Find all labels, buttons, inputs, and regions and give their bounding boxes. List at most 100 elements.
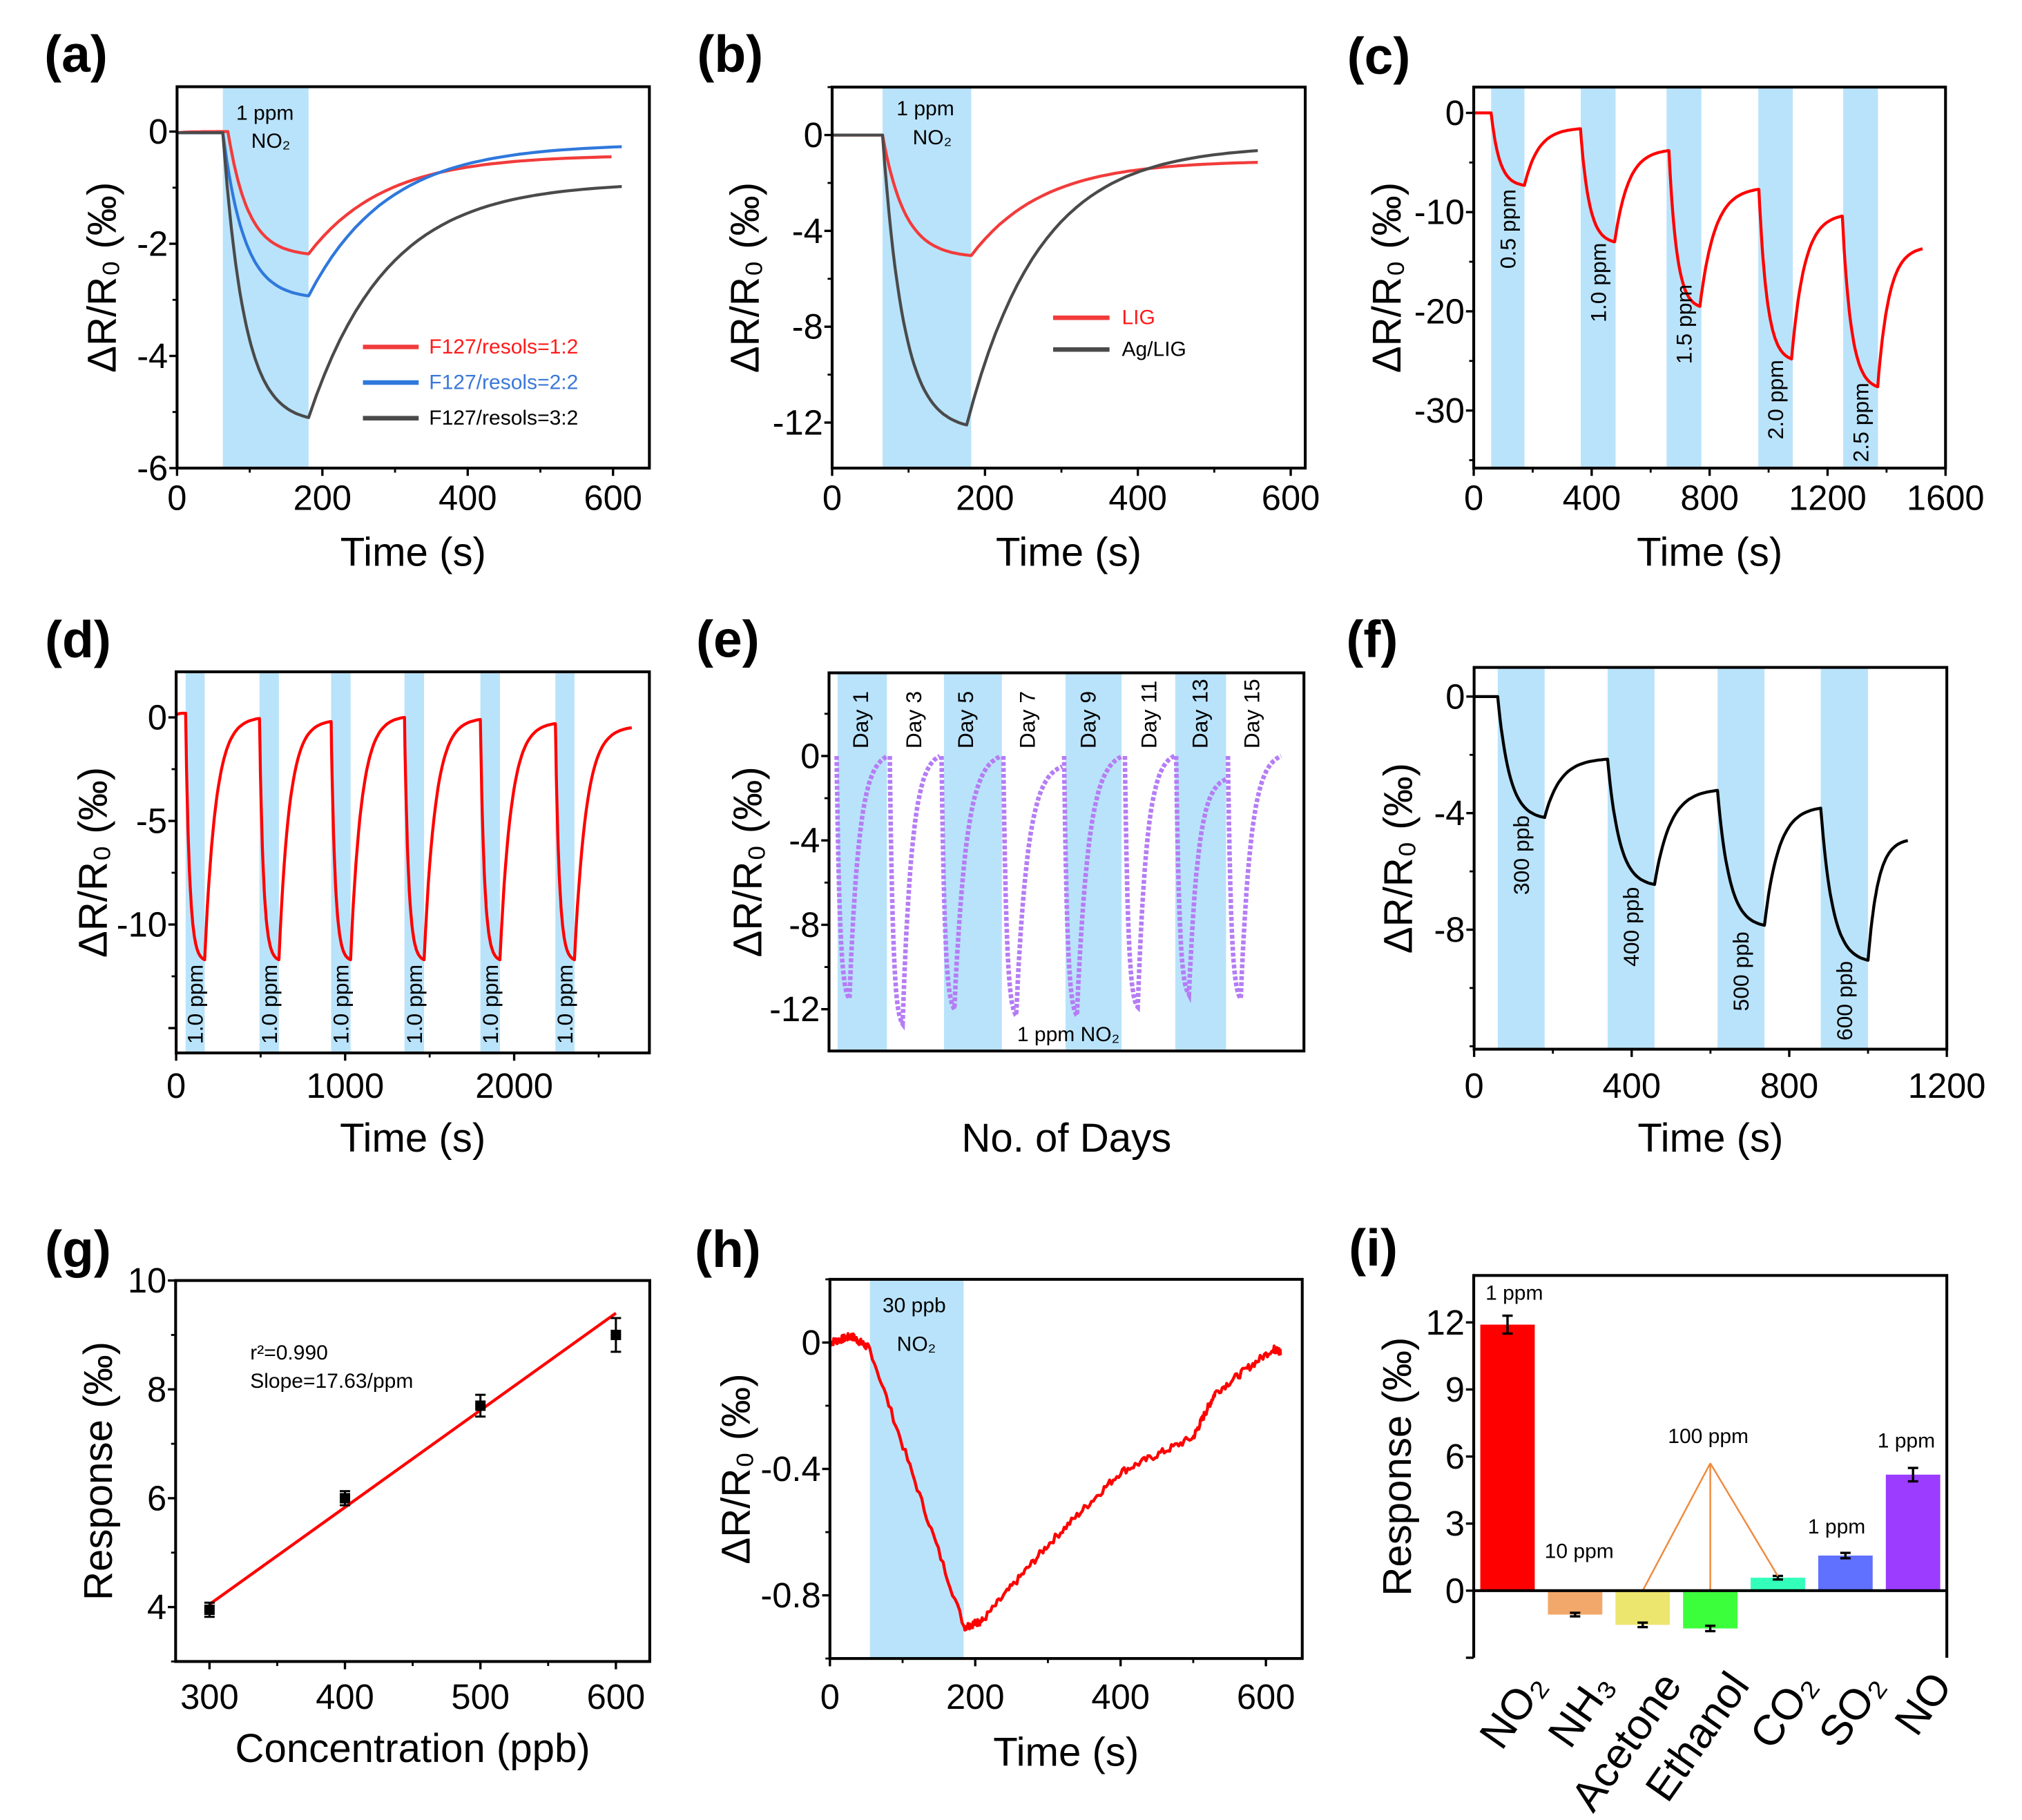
y-tick-label: 0 [800, 736, 820, 775]
y-tick-label: 0 [1445, 1571, 1465, 1610]
series-line [176, 711, 633, 962]
x-tick-label: 400 [439, 478, 497, 518]
exposure-band [1175, 672, 1226, 1052]
y-axis-label: ΔR/R₀ (‰) [71, 767, 116, 958]
y-tick-label: -10 [1414, 193, 1465, 232]
category-label: NO₂ [1470, 1664, 1556, 1757]
y-tick-label: 0 [1445, 93, 1465, 133]
plot-area [834, 672, 1282, 1052]
plot-area [1474, 667, 1909, 1049]
x-tick-label: 300 [180, 1677, 239, 1716]
band-label: 1.0 ppm [329, 965, 354, 1044]
x-tick-label: 400 [1091, 1677, 1150, 1716]
plot-area [1480, 1314, 1941, 1633]
band-label: 1.0 ppm [257, 965, 282, 1044]
plot-frame [175, 670, 651, 1055]
pointer-line [1641, 1462, 1711, 1591]
band-label: 300 ppb [1509, 815, 1534, 895]
day-response-curve [834, 754, 889, 1005]
y-tick-label: -0.4 [760, 1449, 820, 1489]
plot-frame [827, 671, 1306, 1053]
plot-frame [175, 85, 651, 470]
x-tick-label: 400 [1603, 1066, 1662, 1105]
day-label: Day 1 [848, 691, 873, 748]
x-tick-label: 600 [1237, 1677, 1296, 1716]
y-axis-label: ΔR/R₀ (‰) [1376, 763, 1421, 953]
y-axis-label: ΔR/R₀ (‰) [723, 182, 768, 373]
y-tick-label: 0 [801, 1323, 820, 1362]
day-label: Day 9 [1075, 691, 1100, 748]
bar-1 [1548, 1590, 1603, 1615]
x-tick-label: 600 [584, 478, 642, 518]
x-tick-label: 0 [167, 478, 186, 518]
x-tick-label: 500 [451, 1677, 510, 1716]
band-label: 1.0 ppm [1586, 243, 1610, 322]
y-tick-label: -8 [1434, 910, 1465, 949]
panel-d: 1.0 ppm 1.0 ppm 1.0 ppm 1.0 ppm 1.0 ppm 1.0 p… [45, 610, 651, 1161]
y-tick-label: -12 [769, 989, 820, 1029]
legend-label: LIG [1121, 307, 1155, 329]
y-tick-label: 0 [148, 698, 167, 737]
annotation: 100 ppm [1668, 1425, 1749, 1448]
y-tick-label: 8 [147, 1370, 166, 1409]
y-axis-label: ΔR/R₀ (‰) [1365, 182, 1409, 373]
y-tick-label: -4 [789, 821, 820, 860]
y-tick-label: -4 [792, 211, 823, 251]
band-label: 400 ppb [1619, 887, 1644, 967]
x-tick-label: 0 [822, 478, 842, 518]
annotation: Slope=17.63/ppm [250, 1370, 413, 1393]
x-tick-label: 600 [587, 1677, 646, 1716]
day-response-curve [887, 754, 941, 1031]
exposure-band [869, 1279, 964, 1659]
exposure-band [1607, 667, 1655, 1049]
band-label: 1.0 ppm [183, 965, 208, 1044]
y-axis-label: ΔR/R₀ (‰) [714, 1373, 759, 1564]
category-label: CO₂ [1741, 1664, 1827, 1757]
x-tick-label: 600 [1262, 478, 1320, 518]
panel-label: (i) [1349, 1219, 1398, 1277]
y-tick-label: -20 [1414, 291, 1465, 331]
y-tick-label: 0 [148, 112, 168, 151]
y-tick-label: 0 [1445, 677, 1465, 716]
y-tick-label: -5 [136, 802, 167, 841]
panel-label: (b) [697, 25, 763, 83]
y-tick-label: -8 [792, 307, 823, 347]
panel-e: Day 1 Day 3 Day 5 Day 7 Day 9 Day 11 Day 13 Day… [696, 610, 1306, 1161]
band-label: 1.0 ppm [478, 965, 503, 1044]
day-response-curve [1173, 755, 1227, 1004]
pointer-line [1709, 1462, 1779, 1577]
y-tick-label: 3 [1445, 1504, 1465, 1543]
y-axis-label: Response (‰) [1375, 1337, 1420, 1596]
exposure-band [837, 672, 887, 1052]
legend-label: F127/resols=1:2 [429, 336, 578, 358]
data-point [475, 1400, 486, 1411]
bar-2 [1615, 1590, 1670, 1625]
annotation: 10 ppm [1545, 1540, 1614, 1563]
y-tick-label: 10 [128, 1261, 166, 1300]
day-label: Day 15 [1240, 679, 1264, 748]
annotation: NO₂ [913, 126, 952, 149]
panel-label: (a) [44, 25, 108, 83]
band-label: 600 ppb [1832, 961, 1857, 1040]
panel-f: 300 ppb 400 ppb 500 ppb 600 ppb 0 400 800 1200 0… [1346, 610, 1985, 1161]
x-tick-label: 200 [293, 478, 352, 518]
band-label: 500 ppb [1729, 931, 1753, 1011]
y-axis-label: ΔR/R₀ (‰) [725, 766, 770, 957]
day-label: Day 3 [901, 691, 926, 748]
day-response-curve [1122, 754, 1175, 1013]
y-axis-label: Response (‰) [76, 1342, 121, 1600]
y-tick-label: 6 [147, 1478, 166, 1518]
plot-frame [1472, 1274, 1949, 1658]
panel-a: 0 200 400 600 0 -2 -4 -6 (a) ΔR/R₀ (‰) Time (s) 1 p… [44, 25, 651, 574]
annotation: NO₂ [251, 130, 291, 153]
x-axis-label: Concentration (ppb) [235, 1726, 590, 1771]
plot-area [176, 672, 633, 1054]
x-tick-label: 800 [1760, 1066, 1819, 1105]
series-line [177, 131, 622, 419]
x-axis-label: Time (s) [340, 1116, 485, 1161]
legend-label: Ag/LIG [1121, 338, 1186, 361]
band-label: 2.0 ppm [1763, 360, 1788, 439]
day-response-curve [1225, 753, 1282, 1005]
x-tick-label: 200 [946, 1677, 1005, 1716]
